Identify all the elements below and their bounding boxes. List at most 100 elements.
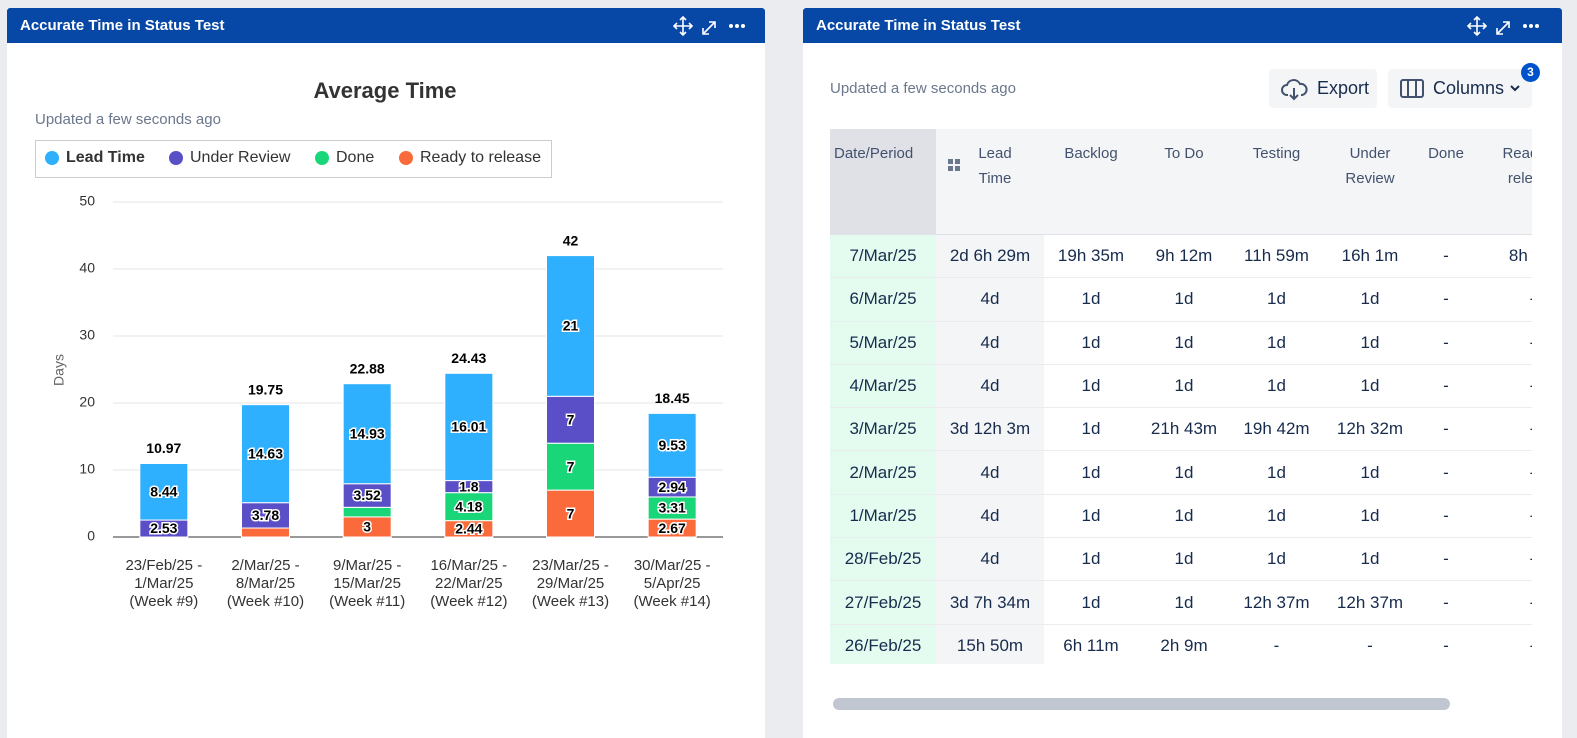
table-cell: 4d [936,494,1044,539]
header-icons[interactable] [673,16,753,36]
table-cell: 4d [936,537,1044,582]
total-label: 24.43 [451,350,486,366]
legend-box [35,140,552,178]
scrollbar[interactable] [833,698,1450,710]
x-tick-label: (Week #14) [634,593,711,610]
table-cell: 6h 11m [1044,624,1138,664]
table-cell: 2d 6h 29m [936,234,1044,279]
bar-segment [546,489,595,538]
bar-segment [241,404,290,504]
table-cell: 1d [1044,450,1138,495]
table-cell: - [1417,277,1475,322]
table-cell: 4d [936,277,1044,322]
x-tick-label: 29/Mar/25 [537,575,605,592]
table-cell: 9h 12m [1138,234,1230,279]
table-cell: - [1475,321,1532,365]
table-cell: 1d [1323,321,1417,365]
table-cell: - [1475,364,1532,409]
bar-segment [342,383,392,485]
drag-handle[interactable] [948,159,960,171]
y-axis-label: Days [51,354,67,386]
segment-label: 1.8 [459,478,479,494]
column-header: Under Review [1323,129,1417,235]
bar-segment [546,255,595,397]
x-tick-label: 23/Mar/25 - [532,557,609,574]
table-cell: 1d [1323,450,1417,495]
table-cell: 1d [1044,277,1138,322]
bar-segment [241,527,290,538]
column-header: Date/Period [830,129,936,235]
table-cell: 1d [1230,364,1323,409]
table-cell: 1d [1044,364,1138,409]
table-cell: - [1417,364,1475,409]
column-header: Lead Time [936,129,1044,235]
bar-segment [139,463,189,521]
bar-segment [546,395,595,444]
segment-label: 14.93 [350,425,385,441]
table-cell: 11h 59m [1230,234,1323,279]
table-cell: 1d [1138,450,1230,495]
bar-segment [342,506,392,518]
segment-label: 21 [563,318,579,334]
table-cell: 1d [1230,321,1323,365]
x-tick-label: 30/Mar/25 - [634,557,711,574]
table-cell: - [1230,624,1323,664]
segment-label: 16.01 [451,419,486,435]
table-row: 3/Mar/25 3d 12h 3m 1d 21h 43m 19h 42m 12h 32m… [830,407,1532,452]
total-label: 10.97 [146,440,181,456]
x-tick-label: 16/Mar/25 - [430,557,507,574]
segment-label: 3.78 [252,507,279,523]
table-cell: 4d [936,364,1044,409]
segment-label: 2.53 [150,520,177,536]
segment-label: 4.18 [455,498,482,514]
table-cell: 28/Feb/25 [830,537,936,582]
segment-label: 8.44 [150,483,177,499]
segment-label: 7 [567,505,575,521]
table-cell: 1d [1138,537,1230,582]
bar-segment [647,412,697,478]
table-cell: - [1417,537,1475,582]
export-label: Export [1317,78,1370,98]
legend-marker [315,151,329,165]
table-cell: 1d [1138,494,1230,539]
legend-label: Done [336,149,374,166]
left-panel: Accurate Time in Status Test [7,8,765,738]
y-tick-label: 40 [79,260,95,276]
columns-button[interactable]: Columns [1388,69,1532,108]
table-cell: 1d [1323,364,1417,409]
table-cell: 12h 37m [1230,580,1323,625]
table-cell: 1d [1230,494,1323,539]
total-label: 19.75 [248,381,283,397]
panel-header: Accurate Time in Status Test [803,8,1562,43]
table-cell: - [1417,450,1475,495]
table-cell: 4d [936,450,1044,495]
table-row: 7/Mar/25 2d 6h 29m 19h 35m 9h 12m 11h 59m 16h… [830,234,1532,279]
x-tick-label: (Week #12) [430,593,507,610]
segment-label: 7 [567,458,575,474]
table-cell: - [1475,537,1532,582]
table-cell: 3d 7h 34m [936,580,1044,625]
header-icons[interactable] [1467,16,1547,36]
table-cell: - [1475,580,1532,625]
cloud-icon [1281,79,1308,101]
x-tick-label: (Week #9) [129,593,198,610]
table-cell: - [1417,580,1475,625]
x-tick-label: 22/Mar/25 [435,575,503,592]
table-cell: 16h 1m [1323,234,1417,279]
x-tick-label: 8/Mar/25 [236,575,295,592]
table-cell: 5/Mar/25 [830,321,936,365]
header-text: Done [1428,145,1464,162]
table-cell: 1d [1323,277,1417,322]
chevron [1510,85,1520,92]
table-cell: 12h 37m [1323,580,1417,625]
table-cell: 1d [1138,364,1230,409]
table-cell: - [1417,321,1475,365]
header-text: Lead Time [978,145,1012,187]
export-button[interactable]: Export [1269,69,1377,108]
column-header: Testing [1230,129,1323,235]
